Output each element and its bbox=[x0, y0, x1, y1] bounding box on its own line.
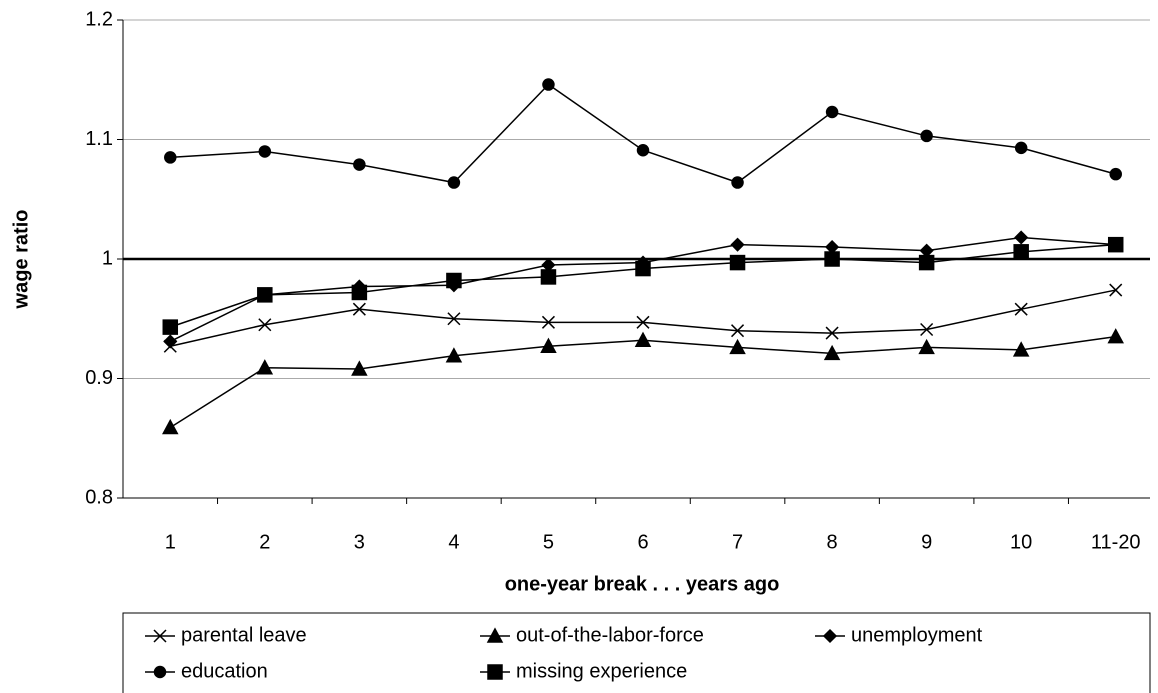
series-line bbox=[169, 335, 1116, 429]
legend-label: out-of-the-labor-force bbox=[516, 624, 704, 646]
data-point bbox=[823, 344, 841, 361]
data-point bbox=[1014, 230, 1029, 245]
data-point bbox=[1107, 328, 1124, 344]
data-point bbox=[353, 158, 366, 171]
y-tick-label: 0.9 bbox=[85, 367, 113, 389]
data-point bbox=[636, 144, 650, 157]
y-tick-label: 1.1 bbox=[85, 128, 113, 150]
y-tick-label: 1 bbox=[102, 247, 113, 269]
series-line bbox=[169, 236, 1116, 343]
y-tick-label: 0.8 bbox=[85, 486, 113, 508]
y-tick-label: 1.2 bbox=[85, 8, 113, 30]
data-point bbox=[919, 243, 934, 258]
data-point bbox=[1107, 236, 1124, 253]
legend-marker bbox=[153, 665, 167, 679]
data-point bbox=[1013, 244, 1029, 260]
data-point bbox=[825, 105, 839, 119]
data-point bbox=[824, 251, 840, 267]
x-tick-label: 1 bbox=[165, 531, 176, 553]
data-point bbox=[1012, 341, 1030, 357]
data-point bbox=[162, 319, 179, 335]
legend-marker bbox=[153, 629, 167, 643]
legend-label: education bbox=[181, 660, 268, 682]
data-point bbox=[730, 237, 745, 252]
x-tick-label: 2 bbox=[259, 531, 270, 553]
data-point bbox=[920, 129, 933, 143]
data-point bbox=[542, 78, 555, 91]
data-point bbox=[1014, 302, 1028, 316]
legend-box bbox=[122, 612, 1151, 693]
legend-label: unemployment bbox=[851, 624, 983, 646]
x-tick-label: 3 bbox=[354, 531, 365, 553]
data-point bbox=[825, 326, 839, 340]
data-point bbox=[918, 254, 935, 271]
data-point bbox=[351, 284, 368, 301]
data-point bbox=[256, 359, 274, 375]
legend-marker bbox=[487, 664, 503, 680]
data-point bbox=[731, 176, 744, 189]
data-point bbox=[351, 360, 368, 376]
data-point bbox=[257, 287, 273, 303]
data-point bbox=[729, 254, 746, 271]
data-point bbox=[445, 347, 463, 363]
x-tick-label: 7 bbox=[732, 531, 743, 553]
x-tick-label: 6 bbox=[637, 531, 648, 553]
legend-marker bbox=[822, 628, 838, 644]
x-tick-label: 4 bbox=[448, 531, 459, 553]
data-point bbox=[636, 315, 650, 329]
data-point bbox=[258, 318, 272, 332]
data-point bbox=[918, 338, 935, 355]
data-point bbox=[163, 334, 178, 349]
data-point bbox=[729, 338, 746, 355]
x-axis-label: one-year break . . . years ago bbox=[505, 573, 780, 595]
data-point bbox=[1109, 283, 1123, 297]
data-point bbox=[1109, 167, 1122, 181]
data-point bbox=[258, 145, 272, 158]
data-point bbox=[446, 272, 462, 289]
y-axis-label: wage ratio bbox=[10, 210, 32, 310]
data-point bbox=[541, 315, 555, 329]
data-point bbox=[447, 176, 461, 189]
data-point bbox=[1014, 141, 1028, 155]
legend-label: parental leave bbox=[181, 624, 307, 646]
legend-label: missing experience bbox=[516, 660, 687, 682]
legend-marker bbox=[486, 627, 504, 643]
x-tick-label: 9 bbox=[921, 531, 932, 553]
x-tick-label: 11-20 bbox=[1091, 531, 1141, 553]
data-point bbox=[634, 331, 652, 348]
data-point bbox=[920, 322, 934, 337]
x-tick-label: 5 bbox=[543, 531, 554, 553]
data-point bbox=[540, 337, 557, 353]
data-point bbox=[447, 312, 461, 326]
data-point bbox=[540, 269, 557, 285]
x-tick-label: 8 bbox=[827, 531, 838, 553]
data-point bbox=[162, 418, 179, 435]
data-point bbox=[731, 324, 745, 338]
series-line bbox=[170, 83, 1116, 184]
data-point bbox=[352, 302, 366, 316]
x-tick-label: 10 bbox=[1010, 531, 1032, 553]
data-point bbox=[164, 151, 177, 164]
data-point bbox=[635, 260, 651, 277]
